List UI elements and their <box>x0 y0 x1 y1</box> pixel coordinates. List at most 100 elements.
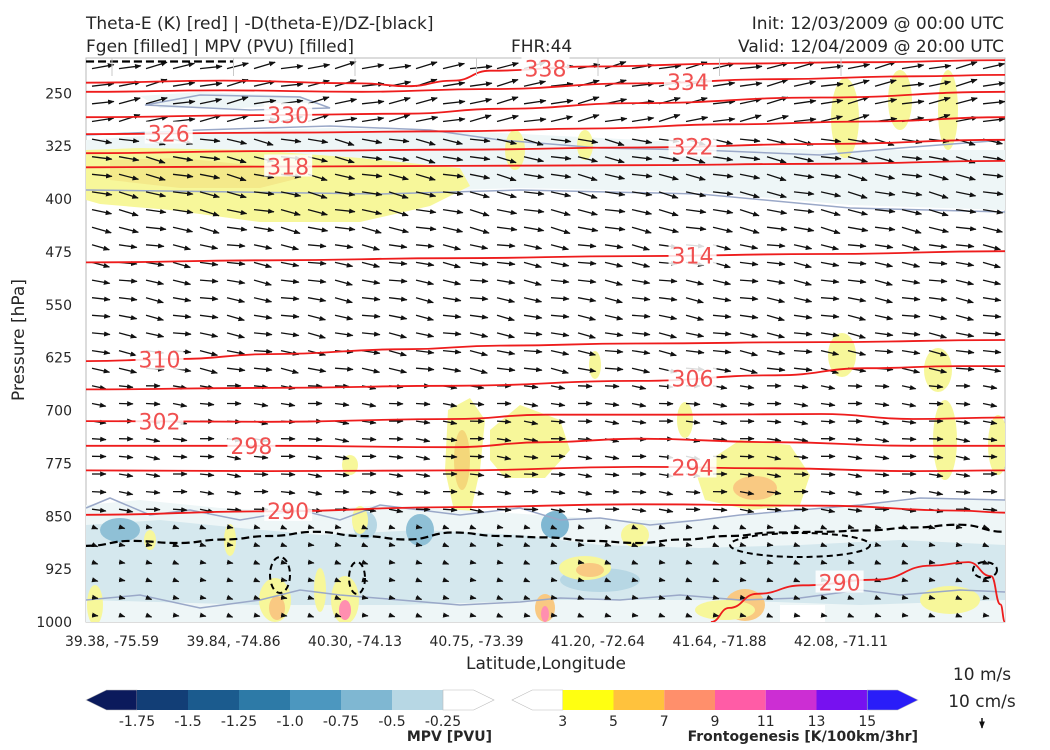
wind-vector <box>739 332 759 339</box>
wind-vector <box>604 156 625 164</box>
wind-vector <box>118 278 138 284</box>
wind-vector <box>199 81 223 87</box>
wind-vector <box>874 156 895 164</box>
wind-vector <box>901 226 922 234</box>
wind-vector <box>145 173 166 181</box>
wind-vector <box>523 156 545 163</box>
wind-vector <box>118 472 134 478</box>
wind-vector <box>388 296 408 302</box>
wind-vector <box>739 208 760 217</box>
wind-vector <box>928 436 944 442</box>
wind-vector <box>631 296 651 302</box>
wind-vector <box>847 507 863 513</box>
wind-vector <box>307 367 327 373</box>
wind-vector <box>523 226 545 233</box>
wind-vector <box>469 64 493 70</box>
wind-vector <box>766 279 786 285</box>
wind-vector <box>145 455 161 461</box>
wind-vector <box>469 155 491 162</box>
wind-vector <box>658 508 674 514</box>
wind-vector <box>118 296 138 302</box>
wind-vector <box>388 208 409 217</box>
wind-vector <box>442 156 464 162</box>
wind-vector <box>901 419 917 425</box>
wind-vector <box>820 261 840 268</box>
wind-vector <box>145 115 169 123</box>
wind-vector <box>307 490 323 496</box>
wind-vector <box>847 79 870 87</box>
wind-vector <box>793 117 817 123</box>
wind-vector <box>982 313 1002 319</box>
wind-vector <box>712 349 732 355</box>
wind-vector <box>199 559 207 565</box>
ddz-contour-loop <box>269 556 291 594</box>
mpv-outline <box>86 589 1005 609</box>
wind-vector <box>847 436 863 443</box>
wind-vector <box>766 559 774 565</box>
wind-vector <box>496 208 518 215</box>
wind-vector <box>928 332 948 339</box>
wind-vector <box>280 278 300 285</box>
wind-vector <box>820 542 828 548</box>
wind-vector <box>172 331 192 337</box>
wind-vector <box>766 297 786 304</box>
wind-vector <box>442 62 466 70</box>
wind-vector <box>469 244 489 250</box>
contour-label-bg <box>135 409 184 432</box>
wind-vector <box>172 437 188 443</box>
wind-vector <box>604 314 624 321</box>
wind-vector <box>982 559 990 565</box>
wind-vector <box>928 296 948 302</box>
wind-vector <box>91 244 110 251</box>
wind-vector <box>604 138 625 146</box>
wind-vector <box>145 489 161 495</box>
wind-vector <box>118 63 142 70</box>
wind-vector <box>766 507 782 513</box>
wind-vector <box>901 244 920 251</box>
y-tick-label: 250 <box>45 86 72 102</box>
wind-vector <box>361 173 383 179</box>
wind-vector <box>91 155 113 162</box>
wind-vector <box>766 349 786 356</box>
wind-vector <box>712 297 732 303</box>
wind-vector <box>388 490 404 496</box>
wind-vector <box>847 383 863 389</box>
contour-label-bg <box>264 498 313 521</box>
wind-vector <box>523 384 539 390</box>
wind-vector <box>955 455 971 461</box>
wind-vector <box>577 260 597 266</box>
wind-vector <box>550 295 570 302</box>
wind-vector <box>280 594 288 600</box>
wind-vector <box>199 542 207 548</box>
mpv-outline <box>86 189 1005 213</box>
wind-vector <box>793 279 812 286</box>
wind-vector <box>307 332 326 339</box>
wind-vector <box>199 244 219 250</box>
colorbar-segment <box>664 690 715 710</box>
wind-vector <box>631 384 647 391</box>
wind-vector <box>577 297 597 303</box>
wind-vector <box>280 313 300 319</box>
wind-vector <box>172 612 180 618</box>
valid-time: Valid: 12/04/2009 @ 20:00 UTC <box>738 37 1004 57</box>
colorbar-tick-label: 11 <box>757 714 775 730</box>
wind-vector <box>253 61 276 70</box>
wind-vector <box>388 472 404 478</box>
wind-vector <box>766 243 786 249</box>
wind-vector <box>172 208 194 215</box>
wind-vector <box>415 401 431 407</box>
colorbar-tick-label: -1.75 <box>119 714 155 730</box>
wind-vector <box>496 524 504 530</box>
mpv-colorbar-title: MPV [PVU] <box>407 729 492 745</box>
wind-vector <box>199 401 215 407</box>
wind-vector <box>172 542 180 548</box>
wind-vector <box>766 524 774 530</box>
wind-vector <box>91 116 115 123</box>
wind-vector <box>793 402 809 408</box>
wind-vector <box>91 559 99 565</box>
wind-vector <box>658 332 678 339</box>
wind-vector <box>982 367 1002 373</box>
wind-vector <box>874 420 890 426</box>
wind-vector <box>901 367 921 374</box>
wind-vector <box>820 313 840 319</box>
